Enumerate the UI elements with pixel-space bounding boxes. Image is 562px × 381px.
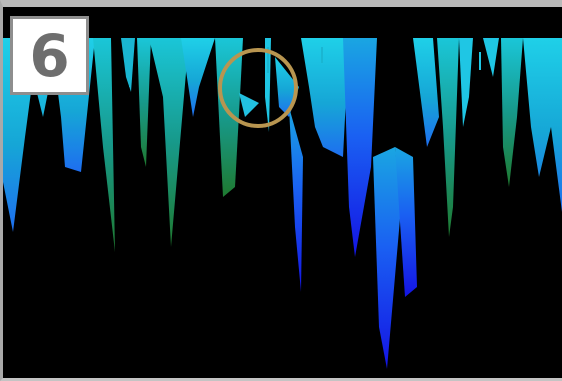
spectrum-spike <box>395 147 417 297</box>
spectrum-spike <box>289 107 303 292</box>
spectrum-spike <box>437 38 459 237</box>
spectrum-spike <box>459 38 473 127</box>
step-number-label: 6 <box>29 21 70 90</box>
spectrum-spike <box>181 38 215 117</box>
highlight-circle <box>218 48 298 128</box>
spectrum-spike <box>501 38 523 187</box>
spectrum-streak <box>129 47 131 87</box>
spectrum-spike <box>149 38 189 247</box>
spectrum-spike <box>93 38 115 252</box>
spectrum-spike <box>523 38 562 212</box>
spectrum-spike <box>301 38 349 157</box>
step-number-badge: 6 <box>10 16 89 95</box>
spectrum-streak <box>479 52 481 70</box>
spectrum-spike <box>137 38 151 167</box>
spectrum-spike <box>121 38 135 92</box>
spectrum-spike <box>413 38 439 147</box>
spectrum-streak <box>321 47 323 63</box>
spectrum-spike <box>373 147 401 369</box>
spectrum-streak <box>489 47 491 61</box>
spectrum-spike <box>343 38 377 257</box>
